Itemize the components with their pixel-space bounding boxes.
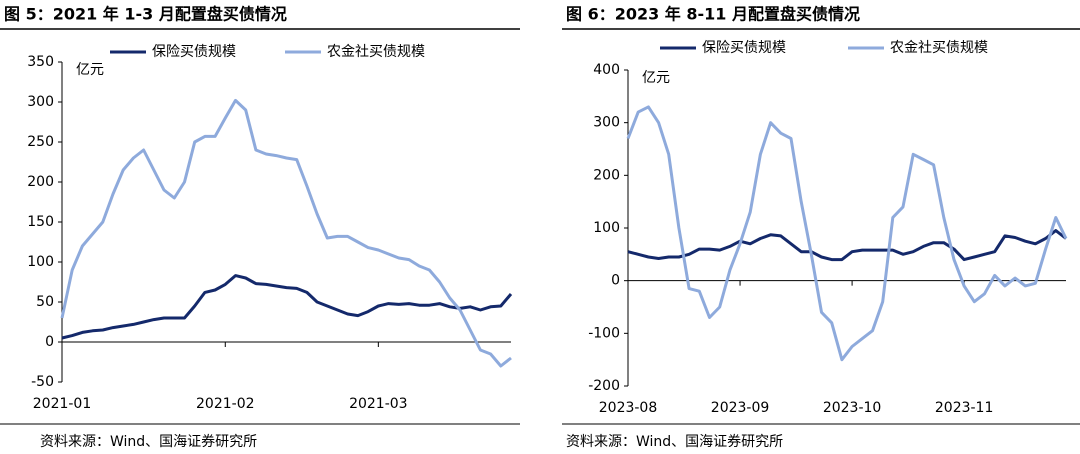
x-tick-label: 2023-08 <box>599 400 658 416</box>
y-tick-label: -200 <box>588 378 620 394</box>
y-tick-label: -100 <box>588 325 620 341</box>
y-tick-label: 100 <box>593 220 620 236</box>
y-tick-label: 50 <box>36 294 54 310</box>
x-tick-label: 2021-01 <box>33 396 92 412</box>
legend-label: 农金社买债规模 <box>327 44 425 60</box>
line <box>626 105 1068 362</box>
chart-title: 图 5：2021 年 1-3 月配置盘买债情况 <box>4 5 287 24</box>
y-tick-label: 0 <box>45 334 54 350</box>
y-tick-label: 400 <box>593 62 620 78</box>
y-tick-label: 0 <box>611 273 620 289</box>
y-tick-label: 250 <box>27 134 54 150</box>
line <box>627 229 1067 262</box>
x-tick-label: 2023-11 <box>935 400 994 416</box>
legend-label: 保险买债规模 <box>152 44 236 60</box>
y-axis-label: 亿元 <box>76 62 104 78</box>
legend-label: 保险买债规模 <box>702 40 786 56</box>
y-tick-label: 150 <box>27 214 54 230</box>
x-tick-label: 2021-02 <box>196 396 255 412</box>
line <box>60 98 512 368</box>
y-tick-label: 300 <box>593 115 620 131</box>
legend-label: 农金社买债规模 <box>890 40 988 56</box>
source: 资料来源：Wind、国海证券研究所 <box>40 434 257 450</box>
y-tick-label: 100 <box>27 254 54 270</box>
y-tick-label: 350 <box>27 54 54 70</box>
x-tick-label: 2023-10 <box>823 400 882 416</box>
source: 资料来源：Wind、国海证券研究所 <box>566 434 783 450</box>
y-tick-label: 200 <box>593 167 620 183</box>
y-tick-label: 200 <box>27 174 54 190</box>
y-tick-label: -50 <box>31 374 54 390</box>
chart-title: 图 6：2023 年 8-11 月配置盘买债情况 <box>566 5 860 24</box>
x-tick-label: 2023-09 <box>711 400 770 416</box>
y-axis-label: 亿元 <box>642 70 670 86</box>
x-tick-label: 2021-03 <box>349 396 408 412</box>
line <box>61 274 513 340</box>
y-tick-label: 300 <box>27 94 54 110</box>
